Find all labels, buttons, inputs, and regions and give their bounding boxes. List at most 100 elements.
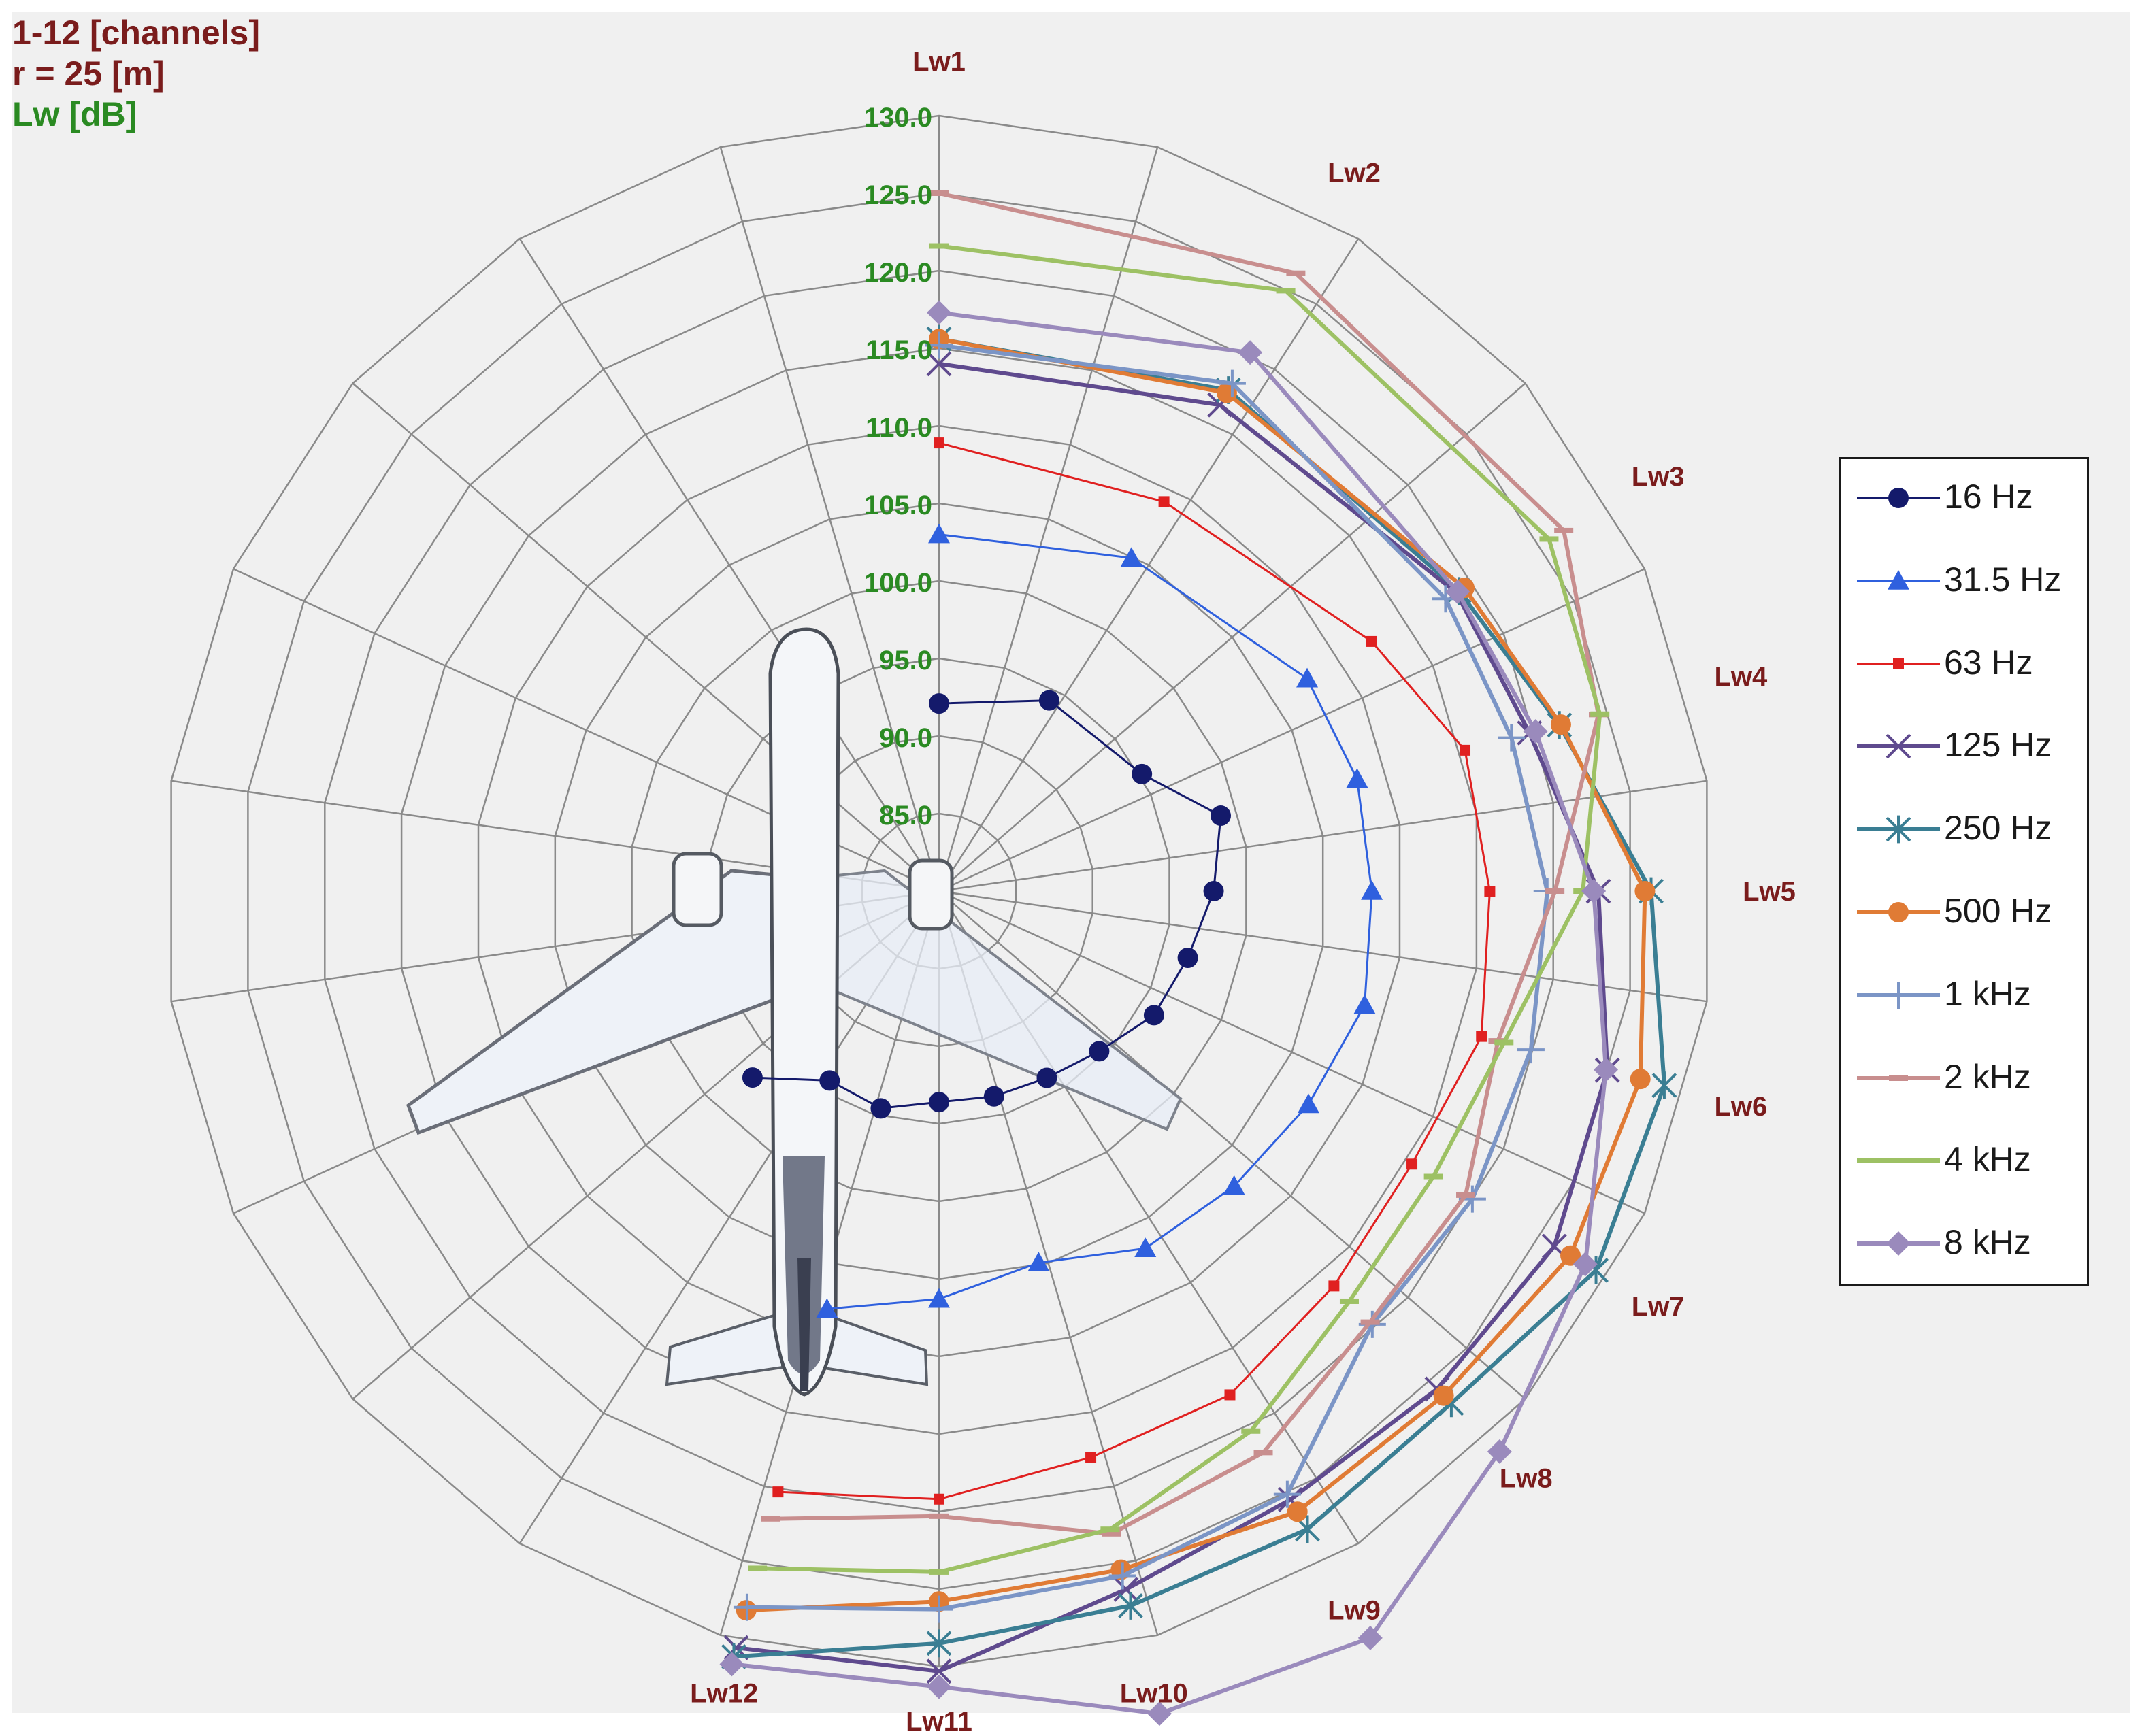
data-point bbox=[929, 1092, 949, 1113]
legend-swatch bbox=[1857, 733, 1940, 759]
data-point bbox=[1224, 1389, 1236, 1401]
data-point bbox=[1366, 635, 1377, 647]
data-point bbox=[1494, 1039, 1514, 1046]
data-point bbox=[733, 1593, 761, 1621]
data-point bbox=[1089, 1041, 1110, 1062]
legend-swatch bbox=[1857, 902, 1940, 922]
data-point bbox=[1253, 1450, 1273, 1456]
channel-label: Lw9 bbox=[1328, 1596, 1381, 1626]
legend-item: 8 kHz bbox=[1841, 1205, 2087, 1288]
data-point bbox=[772, 1486, 784, 1498]
data-point bbox=[1456, 1192, 1476, 1198]
data-point bbox=[1108, 1562, 1136, 1590]
grid-spoke bbox=[938, 568, 1645, 892]
data-point bbox=[1120, 547, 1142, 567]
data-point bbox=[1353, 994, 1376, 1014]
grid-spoke bbox=[352, 382, 940, 892]
airplane-image bbox=[406, 627, 1183, 1397]
data-point bbox=[925, 1595, 953, 1623]
data-point bbox=[925, 331, 953, 359]
r-tick-label: 115.0 bbox=[866, 335, 932, 365]
data-point bbox=[1889, 1075, 1908, 1081]
data-point bbox=[1560, 1245, 1581, 1266]
r-tick-label: 110.0 bbox=[866, 413, 932, 443]
data-point bbox=[1885, 981, 1912, 1009]
data-point bbox=[1132, 763, 1153, 784]
data-point bbox=[1445, 579, 1470, 604]
legend-label: 2 kHz bbox=[1944, 1057, 2031, 1096]
data-point bbox=[1476, 1031, 1487, 1042]
data-point bbox=[928, 523, 950, 544]
data-point bbox=[1590, 711, 1610, 717]
r-tick-label: 100.0 bbox=[864, 568, 932, 598]
legend-swatch bbox=[1857, 658, 1940, 669]
data-point bbox=[1085, 1452, 1097, 1463]
data-point bbox=[719, 1652, 744, 1677]
legend-item: 4 kHz bbox=[1841, 1122, 2087, 1205]
grid-spoke bbox=[938, 890, 1645, 1214]
legend-swatch bbox=[1857, 569, 1940, 590]
data-point bbox=[1218, 369, 1246, 397]
series-line bbox=[755, 244, 1602, 1574]
data-point bbox=[929, 243, 949, 249]
data-point bbox=[1100, 1526, 1120, 1533]
data-point bbox=[983, 1086, 1004, 1107]
legend-label: 1 kHz bbox=[1944, 974, 2031, 1013]
data-point bbox=[1147, 1701, 1172, 1726]
data-point bbox=[1027, 1252, 1050, 1271]
series-line bbox=[734, 361, 1610, 1673]
data-point bbox=[1276, 288, 1296, 294]
data-point bbox=[1102, 1531, 1121, 1537]
series-4-khz bbox=[748, 243, 1610, 1575]
data-point bbox=[742, 1067, 763, 1088]
series-line bbox=[825, 533, 1373, 1310]
data-point bbox=[929, 190, 949, 196]
channels-label: 1-12 [channels] bbox=[12, 14, 261, 52]
data-point bbox=[1134, 1237, 1157, 1258]
data-point bbox=[1273, 1480, 1301, 1508]
series-16-hz bbox=[742, 690, 1232, 1119]
series-line bbox=[731, 337, 1666, 1659]
legend-label: 250 Hz bbox=[1944, 809, 2052, 848]
legend-item: 125 Hz bbox=[1841, 707, 2087, 790]
legend-item: 31.5 Hz bbox=[1841, 542, 2087, 625]
data-point bbox=[928, 1288, 950, 1308]
channel-label: Lw5 bbox=[1743, 877, 1796, 907]
data-point bbox=[1143, 1005, 1164, 1026]
r-tick-label: 105.0 bbox=[864, 490, 932, 520]
radius-label: r = 25 [m] bbox=[12, 54, 165, 93]
data-point bbox=[1581, 879, 1607, 903]
r-tick-label: 85.0 bbox=[879, 801, 932, 831]
data-point bbox=[926, 1629, 952, 1658]
legend-swatch bbox=[1857, 488, 1940, 508]
data-point bbox=[1287, 1501, 1308, 1522]
labels-layer: 85.0 90.0 95.0 100.0 105.0 110.0 115.0 120.0 125… bbox=[690, 47, 1796, 1736]
data-point bbox=[819, 1070, 840, 1091]
channel-label: Lw7 bbox=[1632, 1292, 1685, 1322]
legend-item: 1 kHz bbox=[1841, 956, 2087, 1039]
legend-item: 500 Hz bbox=[1841, 873, 2087, 956]
data-point bbox=[1296, 667, 1319, 688]
data-point bbox=[926, 351, 952, 377]
series-500-hz bbox=[736, 329, 1656, 1621]
chart-panel bbox=[12, 12, 2130, 1713]
data-point bbox=[1888, 902, 1909, 922]
legend-label: 125 Hz bbox=[1944, 726, 2052, 765]
series-line bbox=[729, 310, 1608, 1716]
legend-label: 8 kHz bbox=[1944, 1223, 2031, 1262]
data-point bbox=[1886, 1231, 1911, 1256]
data-point bbox=[1888, 569, 1909, 590]
data-point bbox=[1211, 805, 1232, 827]
series-layer bbox=[719, 190, 1677, 1726]
data-point bbox=[1484, 886, 1496, 897]
data-point bbox=[1238, 340, 1263, 365]
series-8-khz bbox=[719, 300, 1619, 1726]
data-point bbox=[1594, 1057, 1619, 1082]
channel-label: Lw10 bbox=[1120, 1678, 1188, 1708]
series-line bbox=[744, 343, 1549, 1612]
r-tick-label: 130.0 bbox=[864, 103, 932, 133]
series-2-khz bbox=[761, 190, 1609, 1537]
grid-spoke bbox=[938, 890, 1526, 1400]
data-point bbox=[1113, 1576, 1139, 1602]
legend-label: 63 Hz bbox=[1944, 643, 2033, 682]
